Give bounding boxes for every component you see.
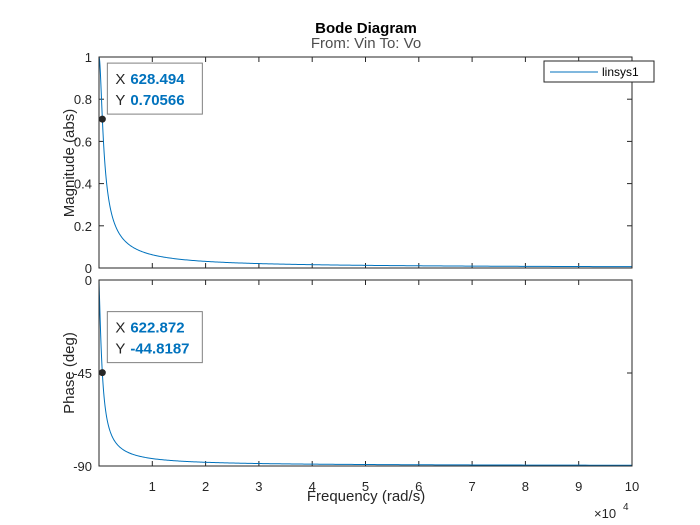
phase-y-tick-label: -45 bbox=[73, 366, 92, 381]
phase-y-tick-label: 0 bbox=[85, 273, 92, 288]
x-tick-label: 1 bbox=[149, 479, 156, 494]
x-tick-label: 5 bbox=[362, 479, 369, 494]
x-tick-label: 6 bbox=[415, 479, 422, 494]
phase-y-axis-label: Phase (deg) bbox=[61, 332, 78, 414]
magnitude-datatip-box[interactable] bbox=[106, 62, 203, 115]
legend-entry-linsys1: linsys1 bbox=[602, 65, 639, 79]
x-tick-label: 4 bbox=[309, 479, 316, 494]
x-tick-label: 10 bbox=[625, 479, 639, 494]
phase-series-linsys1 bbox=[98, 280, 633, 466]
magnitude-datatip-x-value: 628.494 bbox=[130, 71, 185, 88]
phase-datatip-y-key: Y bbox=[115, 341, 125, 358]
phase-datatip-box[interactable] bbox=[106, 311, 203, 364]
legend-box bbox=[543, 60, 655, 83]
magnitude-y-tick-label: 0.8 bbox=[74, 92, 92, 107]
magnitude-y-tick-label: 1 bbox=[85, 50, 92, 65]
chart-subtitle: From: Vin To: Vo bbox=[311, 35, 421, 52]
magnitude-y-tick-label: 0.6 bbox=[74, 134, 92, 149]
x-multiplier-exponent: 4 bbox=[623, 502, 629, 513]
phase-plot-area bbox=[99, 280, 632, 466]
magnitude-series-linsys1 bbox=[98, 56, 633, 268]
magnitude-datatip-y-key: Y bbox=[115, 92, 125, 109]
phase-datatip-x-key: X bbox=[115, 320, 125, 337]
x-tick-label: 9 bbox=[575, 479, 582, 494]
magnitude-y-tick-label: 0.4 bbox=[74, 177, 92, 192]
chart-title: Bode Diagram bbox=[315, 20, 417, 37]
magnitude-axes[interactable]: 0 0.2 0.4 0.6 0.8 1 X 628.494 Y 0.70566 bbox=[74, 50, 633, 276]
phase-datatip-marker[interactable] bbox=[98, 369, 106, 377]
phase-datatip-y-value: -44.8187 bbox=[130, 341, 189, 358]
phase-y-tick-label: -90 bbox=[73, 459, 92, 474]
magnitude-datatip-y-value: 0.70566 bbox=[130, 92, 184, 109]
phase-axes[interactable]: -90 -45 0 1 2 3 4 5 6 7 8 9 10 X 622.872 Y -44.8187 bbox=[73, 273, 639, 494]
x-axis-label: Frequency (rad/s) bbox=[307, 488, 425, 505]
legend[interactable]: linsys1 bbox=[543, 60, 655, 83]
x-multiplier-base: ×10 bbox=[594, 506, 616, 521]
x-tick-label: 7 bbox=[468, 479, 475, 494]
magnitude-axes-box bbox=[98, 56, 633, 269]
magnitude-y-tick-label: 0.2 bbox=[74, 219, 92, 234]
magnitude-datatip-x-key: X bbox=[115, 71, 125, 88]
x-tick-label: 3 bbox=[255, 479, 262, 494]
x-tick-label: 8 bbox=[522, 479, 529, 494]
x-tick-label: 2 bbox=[202, 479, 209, 494]
magnitude-y-tick-label: 0 bbox=[85, 261, 92, 276]
x-axis-multiplier: ×10 4 bbox=[594, 502, 629, 521]
magnitude-datatip-marker[interactable] bbox=[98, 115, 106, 123]
magnitude-y-axis-label: Magnitude (abs) bbox=[61, 109, 78, 217]
phase-datatip-x-value: 622.872 bbox=[130, 320, 184, 337]
